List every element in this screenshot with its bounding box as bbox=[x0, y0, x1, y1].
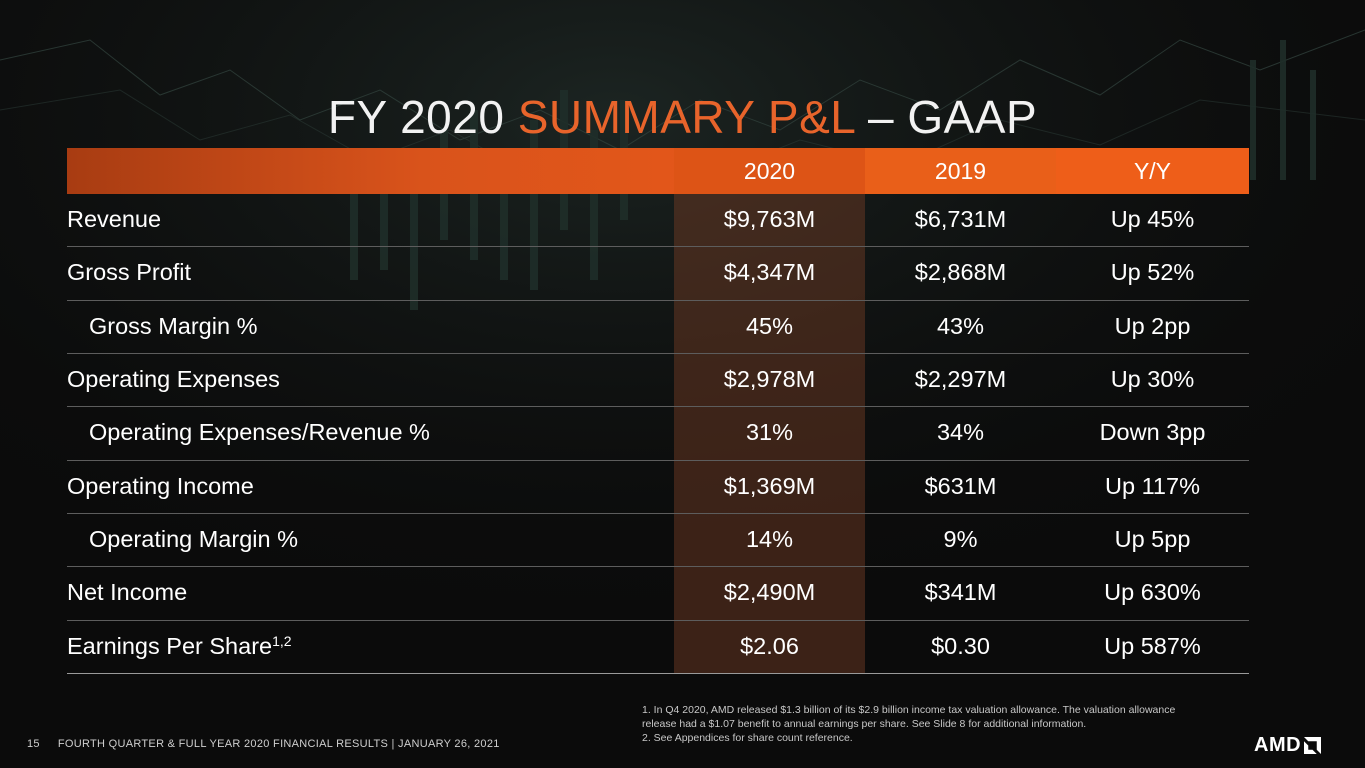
column-2020-highlight bbox=[674, 194, 865, 674]
eps-label-text: Earnings Per Share bbox=[67, 632, 273, 659]
value-yy: Up 5pp bbox=[1114, 525, 1191, 552]
table-row-operating-expenses: Operating Expenses $2,978M $2,297M Up 30… bbox=[67, 354, 1249, 408]
eps-footnote-ref: 1,2 bbox=[272, 632, 292, 649]
logo-text: AMD bbox=[1254, 733, 1302, 756]
row-label: Operating Margin % bbox=[89, 525, 298, 552]
table-row-eps: Earnings Per Share1,2 $2.06 $0.30 Up 587… bbox=[67, 621, 1249, 674]
value-2019: $6,731M bbox=[914, 206, 1007, 232]
value-2019: $2,297M bbox=[914, 365, 1007, 392]
row-label: Revenue bbox=[67, 206, 162, 232]
value-2020: $9,763M bbox=[723, 206, 816, 232]
value-2020: 14% bbox=[745, 525, 794, 552]
title-part-1: FY 2020 bbox=[327, 90, 518, 143]
table-row-operating-income: Operating Income $1,369M $631M Up 117% bbox=[67, 461, 1249, 514]
table-row-net-income: Net Income $2,490M $341M Up 630% bbox=[67, 567, 1249, 621]
footnote-2: 2. See Appendices for share count refere… bbox=[642, 732, 853, 744]
title-part-2: – GAAP bbox=[854, 90, 1038, 143]
row-label: Gross Profit bbox=[67, 259, 192, 286]
value-2020: $2,490M bbox=[723, 579, 816, 606]
title-accent: SUMMARY P&L bbox=[517, 90, 855, 143]
value-yy: Up 587% bbox=[1104, 632, 1201, 659]
table-header: 2020 2019 Y/Y bbox=[67, 148, 1249, 194]
value-yy: Up 45% bbox=[1110, 206, 1195, 232]
amd-logo: AMD bbox=[1254, 733, 1322, 756]
footer-text: FOURTH QUARTER & FULL YEAR 2020 FINANCIA… bbox=[57, 738, 500, 750]
table-row-gross-margin: Gross Margin % 45% 43% Up 2pp bbox=[67, 301, 1249, 354]
value-2020: 45% bbox=[745, 312, 794, 339]
value-yy: Down 3pp bbox=[1099, 419, 1206, 446]
value-2020: $2.06 bbox=[740, 632, 799, 659]
footnote-1: 1. In Q4 2020, AMD released $1.3 billion… bbox=[642, 704, 1176, 730]
value-2019: $0.30 bbox=[931, 632, 990, 659]
table-row-revenue: Revenue $9,763M $6,731M Up 45% bbox=[67, 194, 1249, 248]
value-2020: $4,347M bbox=[723, 259, 816, 286]
value-2020: $1,369M bbox=[723, 472, 816, 499]
value-yy: Up 630% bbox=[1104, 579, 1201, 606]
value-yy: Up 2pp bbox=[1114, 312, 1191, 339]
value-2019: $341M bbox=[924, 579, 997, 606]
footnotes: 1. In Q4 2020, AMD released $1.3 billion… bbox=[642, 703, 1202, 745]
summary-pl-table: 2020 2019 Y/Y Revenue $9,763M $6,731M Up… bbox=[67, 148, 1249, 674]
value-yy: Up 117% bbox=[1105, 472, 1200, 499]
value-yy: Up 30% bbox=[1110, 365, 1195, 392]
row-label: Operating Expenses/Revenue % bbox=[89, 419, 430, 446]
value-yy: Up 52% bbox=[1110, 259, 1195, 286]
value-2020: $2,978M bbox=[723, 365, 816, 392]
value-2019: 9% bbox=[943, 525, 978, 552]
row-label: Operating Income bbox=[67, 472, 254, 499]
table-row-operating-margin: Operating Margin % 14% 9% Up 5pp bbox=[67, 514, 1249, 568]
row-label: Earnings Per Share1,2 bbox=[67, 621, 292, 674]
value-2019: 43% bbox=[936, 312, 985, 339]
column-header-2019: 2019 bbox=[865, 148, 1056, 194]
row-label: Operating Expenses bbox=[67, 365, 280, 392]
table-row-gross-profit: Gross Profit $4,347M $2,868M Up 52% bbox=[67, 247, 1249, 301]
column-header-2020: 2020 bbox=[674, 148, 865, 194]
page-title: FY 2020 SUMMARY P&L – GAAP bbox=[0, 89, 1365, 145]
column-header-yy: Y/Y bbox=[1056, 148, 1249, 194]
value-2019: $631M bbox=[924, 472, 997, 499]
amd-arrow-icon bbox=[1304, 736, 1322, 754]
table-row-opex-revenue: Operating Expenses/Revenue % 31% 34% Dow… bbox=[67, 407, 1249, 461]
value-2020: 31% bbox=[745, 419, 794, 446]
value-2019: $2,868M bbox=[914, 259, 1007, 286]
slide-footer: 15 FOURTH QUARTER & FULL YEAR 2020 FINANC… bbox=[27, 738, 500, 750]
row-label: Net Income bbox=[67, 579, 188, 606]
page-number: 15 bbox=[27, 738, 40, 750]
value-2019: 34% bbox=[936, 419, 985, 446]
row-label: Gross Margin % bbox=[89, 312, 258, 339]
